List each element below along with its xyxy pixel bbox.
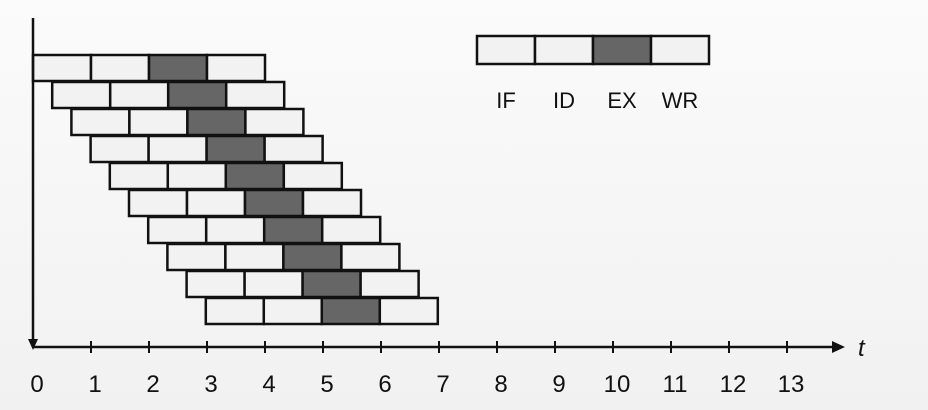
x-tick-label-10: 10 — [604, 371, 631, 398]
instruction-8-stage-wr — [340, 242, 401, 272]
legend-stage-label-if: IF — [496, 88, 516, 113]
instruction-row-8 — [166, 242, 401, 272]
instruction-9-stage-ex — [301, 269, 362, 299]
instruction-6-stage-if — [127, 188, 189, 218]
instruction-4-stage-id — [147, 134, 208, 164]
instruction-8-stage-id — [224, 242, 285, 272]
instruction-8-stage-ex — [282, 242, 343, 272]
instruction-10-stage-wr — [378, 296, 440, 326]
instruction-3-stage-ex — [186, 107, 247, 137]
legend-stage-box-if — [475, 34, 537, 66]
instruction-9-stage-if — [185, 269, 246, 299]
instruction-7-stage-wr — [320, 215, 382, 245]
pipeline-rows — [31, 53, 440, 326]
instruction-5-stage-if — [108, 161, 170, 191]
instruction-4-stage-wr — [263, 134, 324, 164]
instruction-10-stage-id — [262, 296, 324, 326]
x-axis-label: t — [858, 335, 866, 362]
instruction-row-2 — [50, 80, 286, 110]
instruction-7-stage-if — [146, 215, 208, 245]
x-tick-label-1: 1 — [88, 371, 101, 398]
x-axis-arrow — [832, 341, 845, 353]
instruction-2-stage-if — [50, 80, 112, 110]
instruction-row-7 — [146, 215, 382, 245]
instruction-row-3 — [70, 107, 305, 137]
instruction-5-stage-id — [166, 161, 228, 191]
instruction-4-stage-ex — [205, 134, 266, 164]
instruction-1-stage-ex — [147, 53, 209, 83]
instruction-10-stage-if — [204, 296, 266, 326]
legend-stage-box-id — [533, 34, 595, 66]
x-tick-label-6: 6 — [378, 371, 391, 398]
instruction-row-9 — [185, 269, 420, 299]
instruction-3-stage-id — [128, 107, 189, 137]
legend-stage-label-id: ID — [553, 88, 575, 113]
instruction-row-1 — [31, 53, 267, 83]
instruction-row-10 — [204, 296, 440, 326]
instruction-10-stage-ex — [320, 296, 382, 326]
instruction-2-stage-ex — [166, 80, 228, 110]
y-axis-arrow — [28, 339, 38, 350]
x-tick-label-0: 0 — [30, 371, 43, 398]
axes: t — [28, 18, 866, 362]
instruction-9-stage-id — [243, 269, 304, 299]
instruction-6-stage-ex — [243, 188, 305, 218]
x-tick-label-8: 8 — [494, 371, 507, 398]
instruction-9-stage-wr — [359, 269, 420, 299]
x-tick-label-7: 7 — [436, 371, 449, 398]
instruction-6-stage-wr — [301, 188, 363, 218]
instruction-3-stage-if — [70, 107, 131, 137]
instruction-1-stage-wr — [205, 53, 267, 83]
instruction-4-stage-if — [89, 134, 150, 164]
instruction-2-stage-id — [108, 80, 170, 110]
x-tick-label-9: 9 — [552, 371, 565, 398]
x-tick-label-13: 13 — [778, 371, 805, 398]
x-axis-ticks: 0 1 2 3 4 5 6 7 8 9 10 11 12 13 — [30, 341, 804, 398]
instruction-6-stage-id — [185, 188, 247, 218]
x-tick-label-3: 3 — [204, 371, 217, 398]
legend-stage-label-wr: WR — [662, 88, 699, 113]
legend-stage-box-wr — [649, 34, 711, 66]
instruction-5-stage-ex — [224, 161, 286, 191]
instruction-row-4 — [89, 134, 324, 164]
instruction-5-stage-wr — [282, 161, 344, 191]
legend-stage-box-ex — [591, 34, 653, 66]
x-tick-label-4: 4 — [262, 371, 275, 398]
instruction-7-stage-ex — [262, 215, 324, 245]
legend: IF ID EX WR — [475, 34, 711, 113]
instruction-1-stage-id — [89, 53, 151, 83]
instruction-1-stage-if — [31, 53, 93, 83]
x-tick-label-11: 11 — [663, 371, 688, 398]
x-tick-label-5: 5 — [320, 371, 333, 398]
instruction-7-stage-id — [204, 215, 266, 245]
instruction-2-stage-wr — [224, 80, 286, 110]
legend-stage-label-ex: EX — [607, 88, 637, 113]
instruction-8-stage-if — [166, 242, 227, 272]
instruction-3-stage-wr — [244, 107, 305, 137]
instruction-row-6 — [127, 188, 363, 218]
x-tick-label-12: 12 — [720, 371, 747, 398]
instruction-row-5 — [108, 161, 344, 191]
x-tick-label-2: 2 — [146, 371, 159, 398]
